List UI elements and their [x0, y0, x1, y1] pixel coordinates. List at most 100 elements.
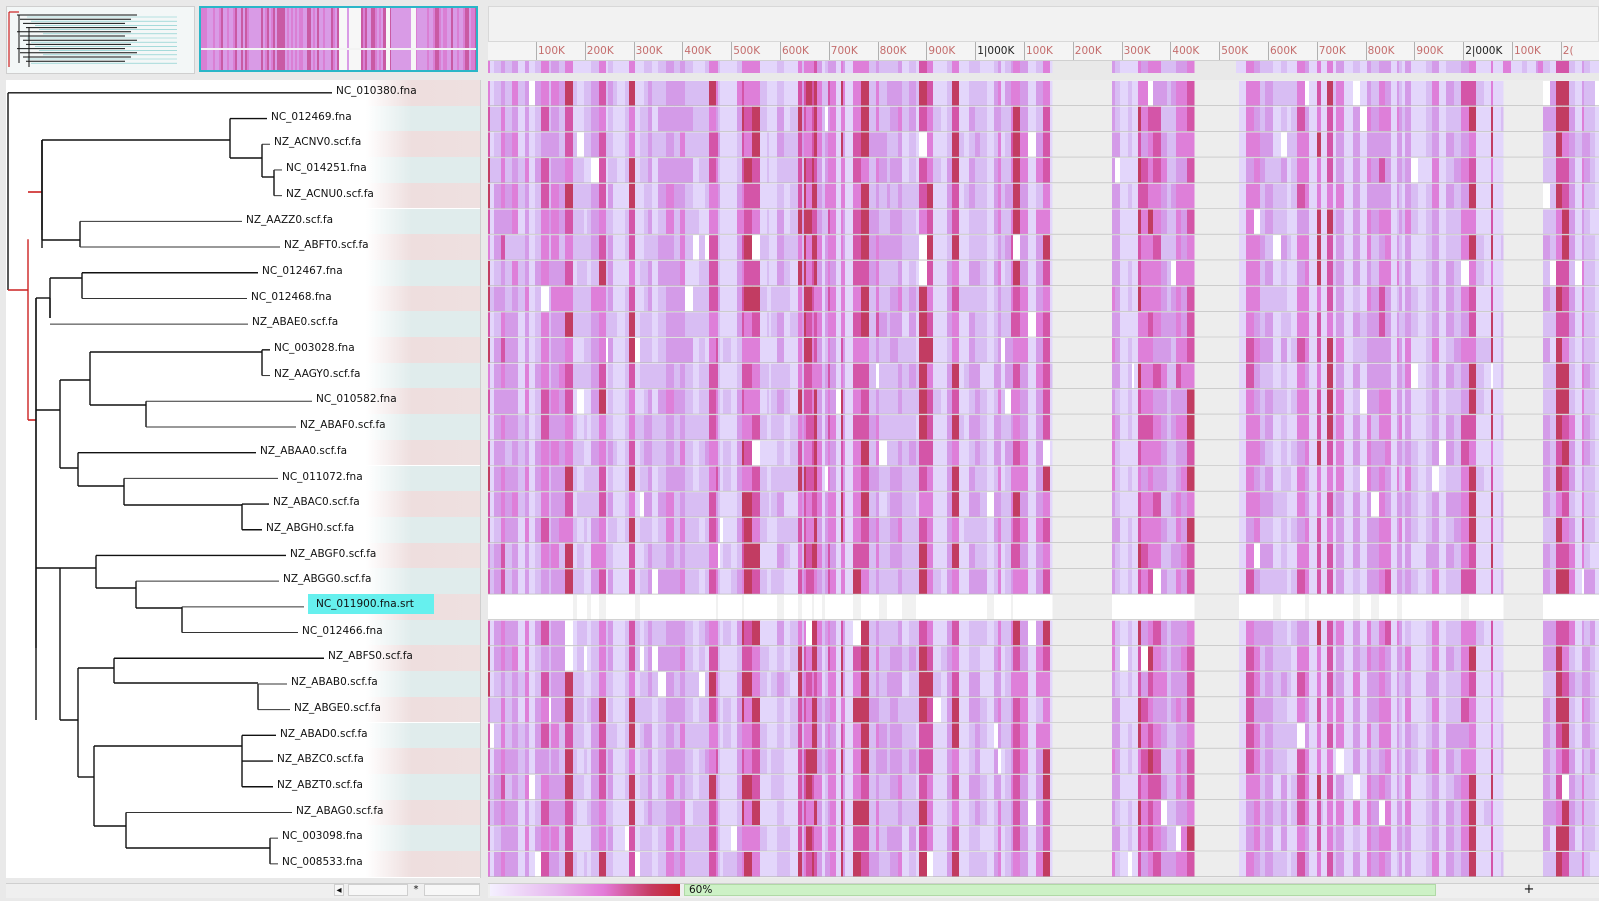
leaf-row[interactable]: NZ_AAZZ0.scf.fa — [6, 208, 480, 235]
phylogenetic-tree-panel[interactable]: NC_010380.fna NC_012469.fna NZ_ACNV0.scf.f… — [6, 80, 481, 878]
heatmap-cell — [666, 697, 675, 723]
leaf-label[interactable]: NZ_ACNU0.scf.fa — [286, 187, 374, 200]
heatmap-overview-thumbnail[interactable] — [199, 6, 478, 72]
heatmap-cell — [964, 543, 970, 569]
leaf-row[interactable]: NC_012469.fna — [6, 105, 480, 132]
leaf-row[interactable]: NZ_AAGY0.scf.fa — [6, 362, 480, 389]
leaf-row[interactable]: NZ_ABGE0.scf.fa — [6, 696, 480, 723]
leaf-row[interactable]: NZ_ABAG0.scf.fa — [6, 799, 480, 826]
leaf-row[interactable]: NZ_ABAB0.scf.fa — [6, 671, 480, 697]
heatmap-cell — [606, 697, 609, 723]
heatmap-cell — [505, 543, 513, 569]
leaf-row[interactable]: NZ_ACNV0.scf.fa — [6, 131, 480, 158]
leaf-label[interactable]: NZ_ABAB0.scf.fa — [291, 676, 378, 689]
heatmap-cell — [1120, 158, 1129, 183]
leaf-label[interactable]: NC_011072.fna — [282, 470, 363, 483]
heatmap-cell — [1360, 106, 1368, 132]
leaf-label[interactable]: NZ_ACNV0.scf.fa — [274, 136, 362, 149]
heatmap-cell — [817, 389, 823, 415]
leaf-label[interactable]: NZ_ABFT0.scf.fa — [284, 239, 369, 252]
leaf-row[interactable]: NZ_ABZT0.scf.fa — [6, 773, 480, 800]
leaf-label[interactable]: NZ_ABAA0.scf.fa — [260, 444, 348, 457]
leaf-label[interactable]: NZ_ABGF0.scf.fa — [290, 547, 377, 560]
heatmap-cell — [1050, 466, 1053, 492]
leaf-row[interactable]: NZ_ABFT0.scf.fa — [6, 234, 480, 260]
heatmap-cell — [1550, 209, 1557, 235]
leaf-label[interactable]: NC_008533.fna — [282, 856, 363, 868]
heatmap-cell — [987, 158, 995, 183]
leaf-row[interactable]: NC_011072.fna — [6, 465, 480, 492]
heatmap-cell — [1454, 389, 1462, 415]
leaf-row[interactable]: NZ_ABAF0.scf.fa — [6, 414, 480, 440]
thumbnail-map-column — [249, 8, 252, 70]
leaf-label[interactable]: NZ_ABGE0.scf.fa — [294, 701, 381, 714]
heatmap-cell — [1402, 132, 1406, 158]
heatmap-cell — [1391, 363, 1398, 389]
heatmap-cell — [1371, 363, 1380, 389]
heatmap-cell — [1050, 595, 1053, 620]
genome-ruler[interactable]: 100K 200K 300K 400K 500K 600K 700K 800K 900K 1|00… — [488, 42, 1599, 61]
leaf-label[interactable]: NC_012467.fna — [262, 264, 343, 277]
heatmap-cell — [1399, 312, 1403, 337]
leaf-row[interactable]: NZ_ABAC0.scf.fa — [6, 491, 480, 517]
leaf-label[interactable]: NZ_ABAC0.scf.fa — [273, 496, 360, 509]
heatmap-cell — [1569, 440, 1576, 466]
leaf-row[interactable]: NZ_ABGF0.scf.fa — [6, 542, 480, 569]
leaf-row[interactable]: NC_003028.fna — [6, 337, 480, 363]
leaf-label[interactable]: NZ_ABGH0.scf.fa — [266, 521, 355, 534]
leaf-row[interactable]: NC_011900.fna.srt — [6, 594, 480, 620]
heatmap-cell — [919, 466, 928, 492]
heatmap-cell — [1287, 492, 1292, 517]
leaf-row[interactable]: NC_010380.fna — [6, 80, 480, 106]
heatmap-cell — [1161, 389, 1168, 415]
leaf-label[interactable]: NZ_AAZZ0.scf.fa — [246, 213, 334, 226]
heatmap-cell — [806, 389, 813, 415]
leaf-row[interactable]: NZ_ABFS0.scf.fa — [6, 645, 480, 672]
leaf-label[interactable]: NZ_ABAF0.scf.fa — [300, 419, 386, 432]
leaf-row[interactable]: NZ_ABAA0.scf.fa — [6, 439, 480, 466]
alignment-heatmap-panel[interactable] — [488, 80, 1599, 878]
leaf-row[interactable]: NZ_ABZC0.scf.fa — [6, 748, 480, 774]
leaf-label[interactable]: NC_010582.fna — [316, 393, 397, 406]
leaf-label[interactable]: NC_012466.fna — [302, 624, 383, 637]
leaf-label[interactable]: NZ_ABZC0.scf.fa — [277, 753, 364, 766]
selected-leaf-label[interactable]: NC_011900.fna.srt — [308, 594, 434, 614]
leaf-label[interactable]: NC_003098.fna — [282, 830, 363, 843]
heatmap-cell — [1446, 209, 1455, 235]
heatmap-cell — [798, 389, 803, 415]
leaf-row[interactable]: NC_010582.fna — [6, 388, 480, 415]
leaf-row[interactable]: NC_012468.fna — [6, 285, 480, 312]
leaf-label[interactable]: NZ_ABGG0.scf.fa — [283, 573, 372, 586]
leaf-label[interactable]: NC_012468.fna — [251, 290, 332, 303]
leaf-row[interactable]: NC_012466.fna — [6, 619, 480, 646]
leaf-label[interactable]: NC_014251.fna — [286, 162, 367, 175]
leaf-label[interactable]: NZ_AAGY0.scf.fa — [274, 367, 361, 380]
leaf-label[interactable]: NZ_ABZT0.scf.fa — [277, 778, 363, 791]
heatmap-cell — [652, 158, 659, 183]
leaf-label[interactable]: NZ_ABAG0.scf.fa — [296, 804, 384, 817]
leaf-label[interactable]: NZ_ABAE0.scf.fa — [252, 316, 339, 329]
leaf-label[interactable]: NC_010380.fna — [336, 85, 417, 97]
heatmap-cell — [599, 672, 607, 697]
leaf-label[interactable]: NC_012469.fna — [271, 110, 352, 123]
leaf-row[interactable]: NZ_ABAE0.scf.fa — [6, 311, 480, 337]
heatmap-cell — [861, 132, 870, 158]
leaf-label[interactable]: NZ_ABAD0.scf.fa — [280, 727, 368, 740]
leaf-row[interactable]: NC_012467.fna — [6, 259, 480, 286]
heatmap-cell — [927, 492, 934, 517]
leaf-row[interactable]: NZ_ABAD0.scf.fa — [6, 722, 480, 749]
heatmap-cell — [1327, 81, 1334, 106]
leaf-row[interactable]: NZ_ABGH0.scf.fa — [6, 516, 480, 543]
leaf-row[interactable]: NC_014251.fna — [6, 157, 480, 183]
leaf-row[interactable]: NC_008533.fna — [6, 851, 480, 877]
heatmap-cell — [845, 209, 854, 235]
leaf-row[interactable]: NZ_ACNU0.scf.fa — [6, 182, 480, 209]
leaf-row[interactable]: NZ_ABGG0.scf.fa — [6, 568, 480, 594]
heatmap-cell — [1317, 260, 1322, 286]
tree-overview-thumbnail[interactable] — [6, 6, 195, 74]
leaf-label[interactable]: NZ_ABFS0.scf.fa — [328, 650, 413, 663]
ruler-strip-cell — [994, 61, 999, 73]
heatmap-cell — [599, 440, 607, 466]
leaf-row[interactable]: NC_003098.fna — [6, 825, 480, 851]
leaf-label[interactable]: NC_003028.fna — [274, 342, 355, 354]
